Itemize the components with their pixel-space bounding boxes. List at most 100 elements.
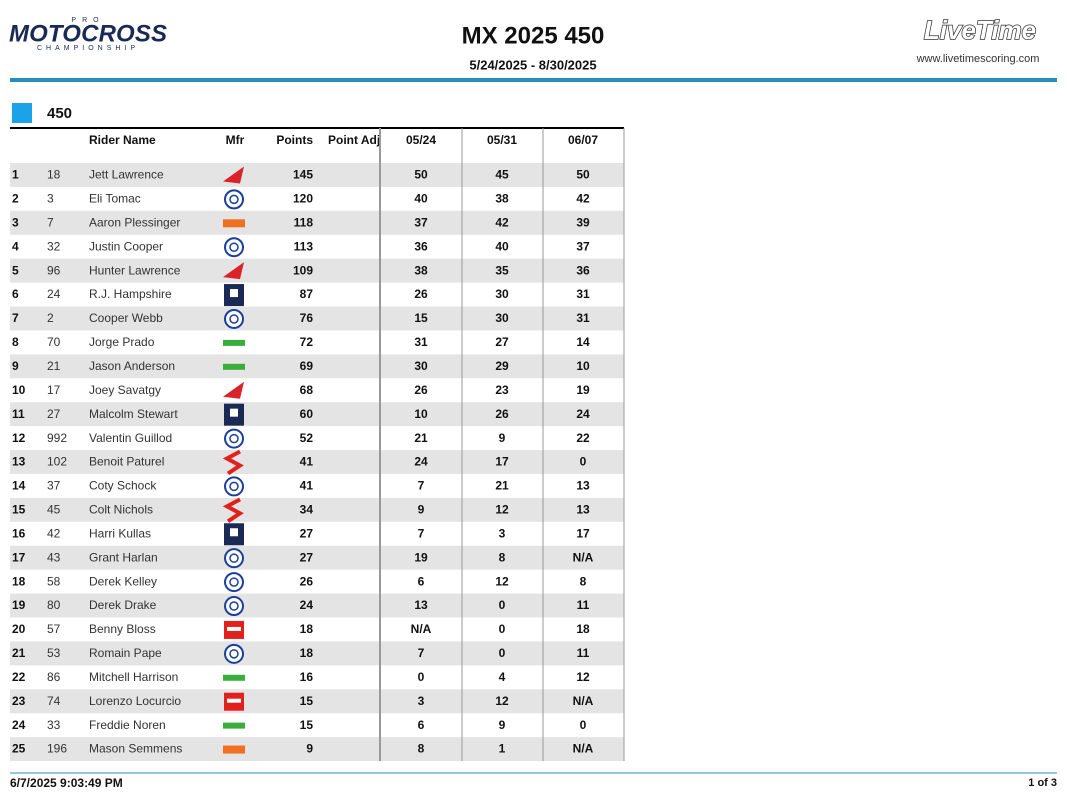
column-header: Point Adj [328, 133, 380, 147]
cell: 102 [47, 455, 67, 469]
mfr-logo-part [229, 577, 239, 587]
section-swatch [12, 103, 32, 123]
cell: Lorenzo Locurcio [89, 694, 181, 708]
cell: Joey Savatgy [89, 383, 161, 397]
mfr-logo-part [224, 476, 244, 497]
cell: 24 [576, 407, 590, 421]
cell: 27 [47, 407, 61, 421]
cell: 27 [495, 335, 509, 349]
cell: 38 [414, 263, 428, 277]
cell: 113 [294, 239, 314, 253]
cell: 21 [47, 359, 61, 373]
cell: 26 [495, 407, 509, 421]
cell: 18 [300, 646, 314, 660]
mfr-logo-part [227, 626, 241, 631]
row-band [10, 210, 624, 235]
mfr-logo-part [224, 548, 244, 569]
row-band [10, 737, 624, 761]
mfr-logo-part [223, 339, 245, 346]
cell: 36 [414, 239, 428, 253]
cell: 33 [47, 718, 61, 732]
cell: 37 [576, 239, 590, 253]
mfr-logo-part [224, 237, 244, 258]
cell: Jett Lawrence [89, 168, 164, 182]
cell: 32 [47, 239, 61, 253]
cell: 43 [47, 550, 61, 564]
row-band [10, 354, 624, 379]
cell: 17 [495, 455, 509, 469]
cell: 31 [576, 287, 590, 301]
cell: 5 [12, 263, 19, 277]
mfr-logo [223, 722, 245, 729]
mfr-logo-part [230, 528, 238, 537]
column-header: Rider Name [89, 133, 156, 147]
cell: 6 [418, 574, 425, 588]
cell: 8 [12, 335, 19, 349]
cell: N/A [573, 550, 594, 564]
cell: 12 [495, 503, 509, 517]
row-band [10, 497, 624, 522]
cell: 69 [300, 359, 314, 373]
cell: 22 [576, 431, 590, 445]
cell: 1 [499, 742, 506, 756]
mfr-logo [224, 620, 244, 639]
cell: 30 [495, 287, 509, 301]
mfr-logo [224, 284, 244, 307]
cell: 72 [300, 335, 314, 349]
mfr-logo-part [229, 553, 239, 563]
cell: 4 [12, 239, 19, 253]
cell: Valentin Guillod [89, 431, 172, 445]
mfr-logo-part [229, 314, 239, 324]
url: www.livetimescoring.com [916, 53, 1040, 65]
cell: Jason Anderson [89, 359, 175, 373]
cell: 196 [47, 742, 67, 756]
cell: 26 [300, 574, 314, 588]
mfr-logo [222, 497, 244, 524]
cell: 74 [47, 694, 61, 708]
mfr-logo-part [222, 449, 244, 476]
mfr-logo [223, 262, 244, 280]
cell: 76 [300, 311, 314, 325]
header-rule [10, 78, 1057, 82]
cell: 18 [47, 168, 61, 182]
row-band [10, 163, 624, 187]
cell: 52 [300, 431, 314, 445]
cell: 6 [12, 287, 19, 301]
cell: 8 [580, 574, 587, 588]
cell: 19 [414, 550, 428, 564]
livetime-logo: LiveTime [924, 15, 1036, 45]
cell: 13 [576, 479, 590, 493]
cell: 15 [12, 503, 26, 517]
cell: 14 [576, 335, 590, 349]
cell: Cooper Webb [89, 311, 163, 325]
cell: 24 [12, 718, 26, 732]
mfr-logo-part [223, 166, 244, 184]
cell: 9 [499, 431, 506, 445]
cell: 12 [12, 431, 26, 445]
cell: 17 [576, 526, 590, 540]
cell: 6 [418, 718, 425, 732]
cell: Jorge Prado [89, 335, 155, 349]
cell: 0 [580, 455, 587, 469]
mfr-logo [224, 548, 244, 569]
cell: 12 [495, 694, 509, 708]
cell: 0 [499, 646, 506, 660]
cell: 109 [293, 263, 313, 277]
cell: Aaron Plessinger [89, 215, 180, 229]
cell: 9 [12, 359, 19, 373]
cell: Derek Drake [89, 598, 157, 612]
cell: R.J. Hampshire [89, 287, 172, 301]
cell: 1 [12, 168, 19, 182]
cell: 96 [47, 263, 61, 277]
mfr-logo-part [223, 363, 245, 370]
cell: 40 [414, 192, 428, 206]
mfr-logo-part [229, 194, 239, 205]
cell: 9 [499, 718, 506, 732]
cell: 70 [47, 335, 61, 349]
dates: 5/24/2025 - 8/30/2025 [469, 57, 596, 72]
title: MX 2025 450 [462, 22, 605, 49]
mfr-logo [224, 189, 244, 210]
cell: Mitchell Harrison [89, 670, 178, 684]
section-title: 450 [47, 105, 72, 122]
